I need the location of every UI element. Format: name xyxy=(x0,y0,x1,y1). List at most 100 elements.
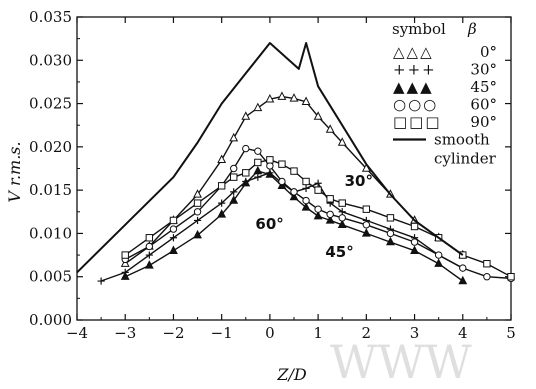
data-point xyxy=(121,251,129,259)
data-point xyxy=(278,177,286,186)
annotation-label: 45° xyxy=(325,243,353,261)
data-point xyxy=(410,245,419,254)
x-tick-label: −2 xyxy=(162,324,184,342)
data-point xyxy=(120,271,130,280)
data-point xyxy=(241,111,251,120)
legend-entry-marker: +++ xyxy=(393,61,437,79)
data-point xyxy=(145,234,154,242)
x-tick-label: 1 xyxy=(313,324,323,342)
legend-entry-label: 60° xyxy=(470,96,497,114)
data-point xyxy=(229,195,239,204)
legend-header-symbol: symbol xyxy=(392,20,446,38)
data-point xyxy=(386,229,395,238)
data-point xyxy=(338,199,346,207)
data-point xyxy=(230,188,238,196)
legend-entry-marker: △△△ xyxy=(393,43,434,61)
data-point xyxy=(326,210,334,219)
series-line xyxy=(124,159,512,278)
data-point xyxy=(193,216,202,225)
data-point xyxy=(507,273,515,281)
data-point xyxy=(362,205,371,213)
series-line xyxy=(76,42,464,274)
y-tick-label: 0.005 xyxy=(29,268,72,286)
x-tick-label: 5 xyxy=(506,324,516,342)
data-point xyxy=(217,182,226,190)
data-point xyxy=(254,173,262,181)
annotation-label: 30° xyxy=(345,172,373,190)
x-axis-title: Z/D xyxy=(276,365,307,384)
data-point xyxy=(314,179,322,187)
data-point xyxy=(458,275,468,285)
data-point xyxy=(169,234,178,242)
data-point xyxy=(386,214,395,222)
x-tick-label: −4 xyxy=(66,324,88,342)
data-point xyxy=(410,222,419,231)
data-point xyxy=(230,173,238,181)
data-point xyxy=(434,258,444,267)
data-point xyxy=(338,214,346,222)
watermark: WWW xyxy=(330,335,473,389)
data-point xyxy=(265,93,275,103)
series-line xyxy=(124,170,464,282)
series-smooth-cylinder xyxy=(76,42,464,274)
y-tick-label: 0.020 xyxy=(29,138,72,156)
data-point xyxy=(169,225,178,233)
data-point xyxy=(278,160,286,168)
legend-entry-marker: □□□ xyxy=(393,113,442,131)
x-tick-label: 4 xyxy=(458,324,468,342)
data-point xyxy=(254,147,262,155)
series-line xyxy=(124,147,512,280)
legend-entry-label: 45° xyxy=(470,78,497,96)
data-point xyxy=(169,245,178,254)
data-point xyxy=(265,169,275,178)
x-axis: −4 −3 −2 −1 0 1 2 3 4 5 xyxy=(66,17,516,342)
series-layer xyxy=(76,42,515,285)
data-point xyxy=(301,202,311,211)
y-tick-label: 0.030 xyxy=(29,51,72,69)
legend-entry-label: 30° xyxy=(470,61,497,79)
data-point xyxy=(337,219,347,228)
data-point xyxy=(290,167,298,175)
data-point xyxy=(144,260,154,269)
y-tick-label: 0.000 xyxy=(29,311,72,329)
x-tick-label: −1 xyxy=(211,324,233,342)
annotation-label: 60° xyxy=(255,215,283,233)
data-point xyxy=(361,228,371,237)
data-point xyxy=(301,96,311,106)
data-point xyxy=(410,238,419,246)
data-point xyxy=(217,209,227,218)
data-point xyxy=(145,251,153,259)
y-axis-title: V r.m.s. xyxy=(5,141,24,202)
data-point xyxy=(483,260,491,268)
y-tick-label: 0.015 xyxy=(29,181,72,199)
legend-header-beta: β xyxy=(467,20,477,38)
data-point xyxy=(386,236,395,246)
data-point xyxy=(193,199,202,207)
data-point xyxy=(254,158,262,167)
y-tick-label: 0.035 xyxy=(29,8,72,26)
data-point xyxy=(229,132,239,142)
series-45 xyxy=(120,165,468,285)
legend-entry-marker: ▲▲▲ xyxy=(393,78,434,96)
data-point xyxy=(242,169,250,177)
legend-entry-marker: ○○○ xyxy=(393,96,438,114)
series-60 xyxy=(121,144,515,283)
data-point xyxy=(434,251,443,259)
data-point xyxy=(169,216,178,225)
data-point xyxy=(266,156,274,164)
legend-entry-label: smooth xyxy=(434,131,490,149)
data-point xyxy=(314,205,322,213)
data-point xyxy=(325,215,335,224)
data-point xyxy=(459,264,467,272)
data-point xyxy=(242,144,250,153)
data-point xyxy=(266,162,274,170)
data-point xyxy=(302,196,310,205)
data-point xyxy=(253,102,263,112)
data-point xyxy=(290,188,298,196)
data-point xyxy=(277,91,287,100)
data-point xyxy=(97,277,105,285)
data-point xyxy=(302,184,310,193)
legend-entry-label: 0° xyxy=(480,43,497,61)
data-point xyxy=(362,221,371,229)
